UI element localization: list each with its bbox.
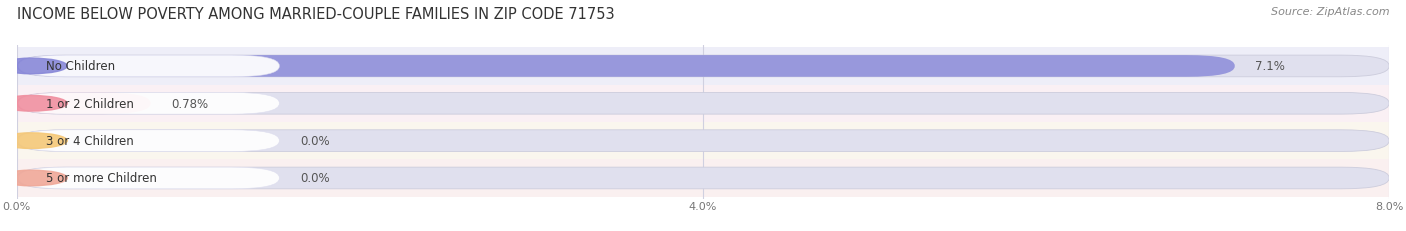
Circle shape [0,96,67,112]
Text: 0.78%: 0.78% [172,97,208,110]
FancyBboxPatch shape [18,56,280,77]
Circle shape [0,59,67,74]
Text: 0.0%: 0.0% [299,134,329,148]
FancyBboxPatch shape [17,56,1389,77]
FancyBboxPatch shape [18,167,280,189]
FancyBboxPatch shape [17,56,1234,77]
FancyBboxPatch shape [18,93,280,115]
Circle shape [0,170,67,186]
FancyBboxPatch shape [18,130,280,152]
Text: 5 or more Children: 5 or more Children [46,172,157,185]
FancyBboxPatch shape [17,130,1389,152]
Text: 1 or 2 Children: 1 or 2 Children [46,97,134,110]
FancyBboxPatch shape [17,167,1389,189]
Circle shape [0,133,67,149]
Text: 3 or 4 Children: 3 or 4 Children [46,134,134,148]
Text: Source: ZipAtlas.com: Source: ZipAtlas.com [1271,7,1389,17]
Bar [17,122,1389,160]
Text: No Children: No Children [46,60,115,73]
FancyBboxPatch shape [17,93,150,115]
Text: 0.0%: 0.0% [299,172,329,185]
Bar [17,85,1389,122]
Bar [17,160,1389,197]
Bar [17,48,1389,85]
Text: 7.1%: 7.1% [1256,60,1285,73]
FancyBboxPatch shape [17,93,1389,115]
Text: INCOME BELOW POVERTY AMONG MARRIED-COUPLE FAMILIES IN ZIP CODE 71753: INCOME BELOW POVERTY AMONG MARRIED-COUPL… [17,7,614,22]
